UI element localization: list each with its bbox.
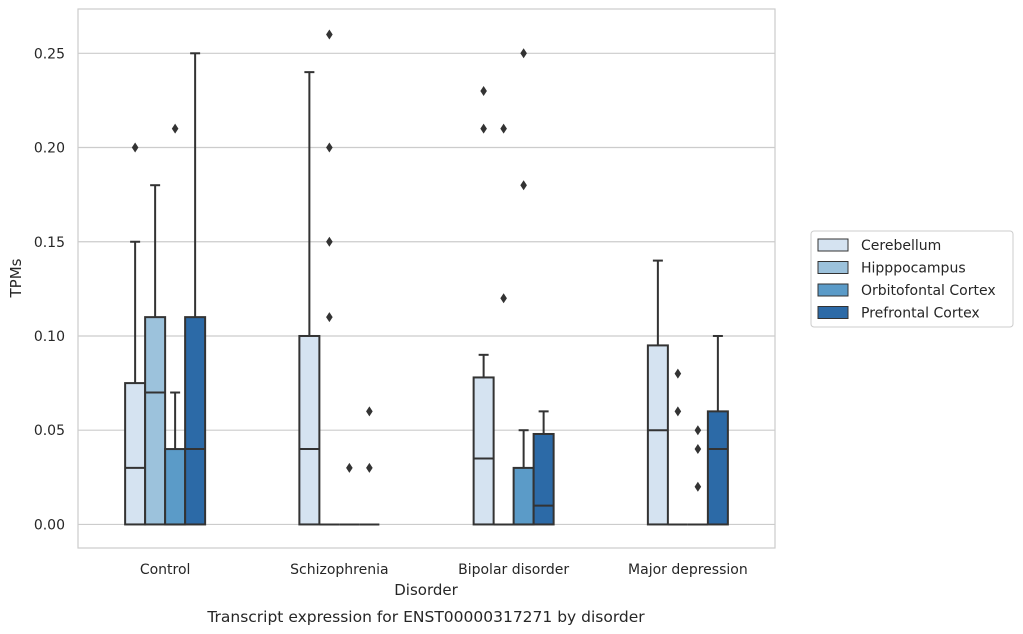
plot-frame [77,8,776,549]
legend-label: Hipppocampus [861,261,966,277]
box-group [512,48,535,526]
outlier-marker [694,444,702,455]
legend-label: Prefrontal Cortex [861,306,980,322]
legend-items: Cerebellum Hipppocampus Orbitofontal Corte… [817,238,996,322]
box [298,334,321,526]
box [472,376,495,526]
box-group [339,462,360,526]
outlier-marker [131,142,139,153]
legend-swatch [817,238,849,252]
box-group [359,406,380,526]
box-group [184,52,207,526]
legend-swatch [817,261,849,274]
outlier-marker [326,29,333,40]
x-tick-label: Bipolar disorder [458,562,569,578]
outlier-marker [694,481,702,492]
outlier-marker [171,123,179,134]
y-axis-label: TPMs [7,258,25,298]
y-tick-label: 0.00 [34,517,65,533]
x-axis-label: Disorder [394,581,458,599]
outlier-marker [366,462,373,473]
box-group [472,85,495,526]
outlier-marker [520,180,527,191]
box-group [667,368,688,526]
box-group [706,334,729,526]
box-group [124,142,147,526]
y-axis-ticks: 0.00 0.05 0.10 0.15 0.20 0.25 [34,46,65,533]
box [144,316,167,526]
box-group [532,410,555,526]
boxes [124,29,729,526]
legend-swatch [817,283,849,297]
legend: Cerebellum Hipppocampus Orbitofontal Corte… [810,230,1014,328]
box-group [319,29,340,526]
box-group [646,259,669,526]
legend-label: Orbitofontal Cortex [861,283,996,299]
outlier-marker [480,123,487,134]
outlier-marker [480,85,487,96]
box [164,448,187,526]
legend-swatch [817,306,849,319]
box-group [144,184,167,526]
box-group [164,123,187,526]
outlier-marker [520,48,527,59]
y-tick-label: 0.20 [34,141,65,157]
x-axis-ticks: Control Schizophrenia Bipolar disorder Majo… [140,562,748,578]
box-group [298,71,321,526]
chart-caption: Transcript expression for ENST0000031727… [206,608,645,626]
box [512,466,535,526]
outlier-marker [346,462,353,473]
y-tick-label: 0.05 [34,423,65,439]
outlier-marker [326,312,333,323]
outlier-marker [500,293,507,304]
outlier-marker [674,406,682,417]
box-group [493,123,514,526]
x-tick-label: Major depression [628,562,748,578]
legend-label: Cerebellum [861,238,941,254]
box-group [687,425,708,526]
y-tick-label: 0.25 [34,46,65,62]
outlier-marker [326,142,333,153]
box [184,316,207,526]
outlier-marker [326,236,333,247]
legend-frame [810,230,1014,328]
outlier-marker [674,368,682,379]
box [646,344,669,526]
box [706,410,729,526]
outlier-marker [500,123,507,134]
y-tick-label: 0.15 [34,235,65,251]
x-tick-label: Control [140,562,191,578]
outlier-marker [694,425,702,436]
box [532,432,555,526]
outlier-marker [366,406,373,417]
box [124,382,147,526]
y-tick-label: 0.10 [34,329,65,345]
x-tick-label: Schizophrenia [290,562,388,578]
